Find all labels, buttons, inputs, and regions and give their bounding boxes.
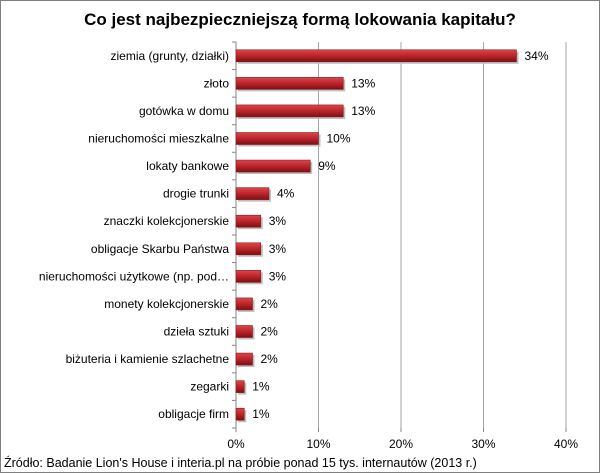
- category-label: drogie trunki: [163, 187, 229, 201]
- value-label: 9%: [318, 159, 336, 173]
- value-label: 2%: [261, 325, 279, 339]
- value-label: 4%: [277, 187, 295, 201]
- category-label: biżuteria i kamienie szlachetne: [66, 352, 230, 366]
- value-label: 13%: [351, 76, 375, 90]
- bar: [235, 104, 344, 118]
- value-label: 34%: [525, 49, 549, 63]
- category-label: znaczki kolekcjonerskie: [104, 214, 230, 228]
- bar: [235, 270, 262, 283]
- value-label: 2%: [261, 352, 279, 366]
- category-label: dzieła sztuki: [164, 325, 229, 339]
- x-tick-label: 0%: [227, 437, 245, 451]
- x-tick-label: 30%: [471, 437, 495, 451]
- value-label: 13%: [351, 104, 375, 118]
- bar: [235, 380, 245, 393]
- category-label: gotówka w domu: [139, 104, 229, 118]
- x-tick-label: 40%: [554, 437, 578, 451]
- x-tick-label: 20%: [389, 437, 413, 451]
- value-label: 3%: [269, 242, 287, 256]
- bar: [235, 352, 253, 366]
- category-label: obligacje firm: [158, 407, 229, 421]
- category-label: obligacje Skarbu Państwa: [91, 242, 229, 256]
- value-label: 1%: [252, 380, 270, 394]
- value-label: 2%: [261, 297, 279, 311]
- bar: [235, 297, 253, 311]
- bar: [235, 242, 262, 256]
- source-note: Źródło: Badanie Lion's House i interia.p…: [4, 456, 477, 470]
- category-label: ziemia (grunty, działki): [111, 49, 229, 63]
- value-label: 3%: [269, 269, 287, 283]
- bar: [235, 77, 344, 90]
- bar: [235, 132, 319, 145]
- chart-title: Co jest najbezpieczniejszą formą lokowan…: [84, 10, 516, 29]
- bar: [235, 325, 253, 338]
- category-label: nieruchomości użytkowe (np. pod…: [39, 269, 229, 283]
- bar: [235, 187, 270, 200]
- bar: [235, 49, 517, 63]
- category-label: monety kolekcjonerskie: [104, 297, 229, 311]
- value-label: 1%: [252, 407, 270, 421]
- x-tick-label: 10%: [306, 437, 330, 451]
- bar: [235, 214, 262, 228]
- bar: [235, 159, 311, 173]
- category-label: nieruchomości mieszkalne: [88, 132, 229, 146]
- category-label: lokaty bankowe: [146, 159, 229, 173]
- category-label: zegarki: [190, 380, 229, 394]
- bar: [235, 407, 245, 421]
- value-label: 3%: [269, 214, 287, 228]
- category-label: złoto: [204, 76, 230, 90]
- value-label: 10%: [327, 132, 351, 146]
